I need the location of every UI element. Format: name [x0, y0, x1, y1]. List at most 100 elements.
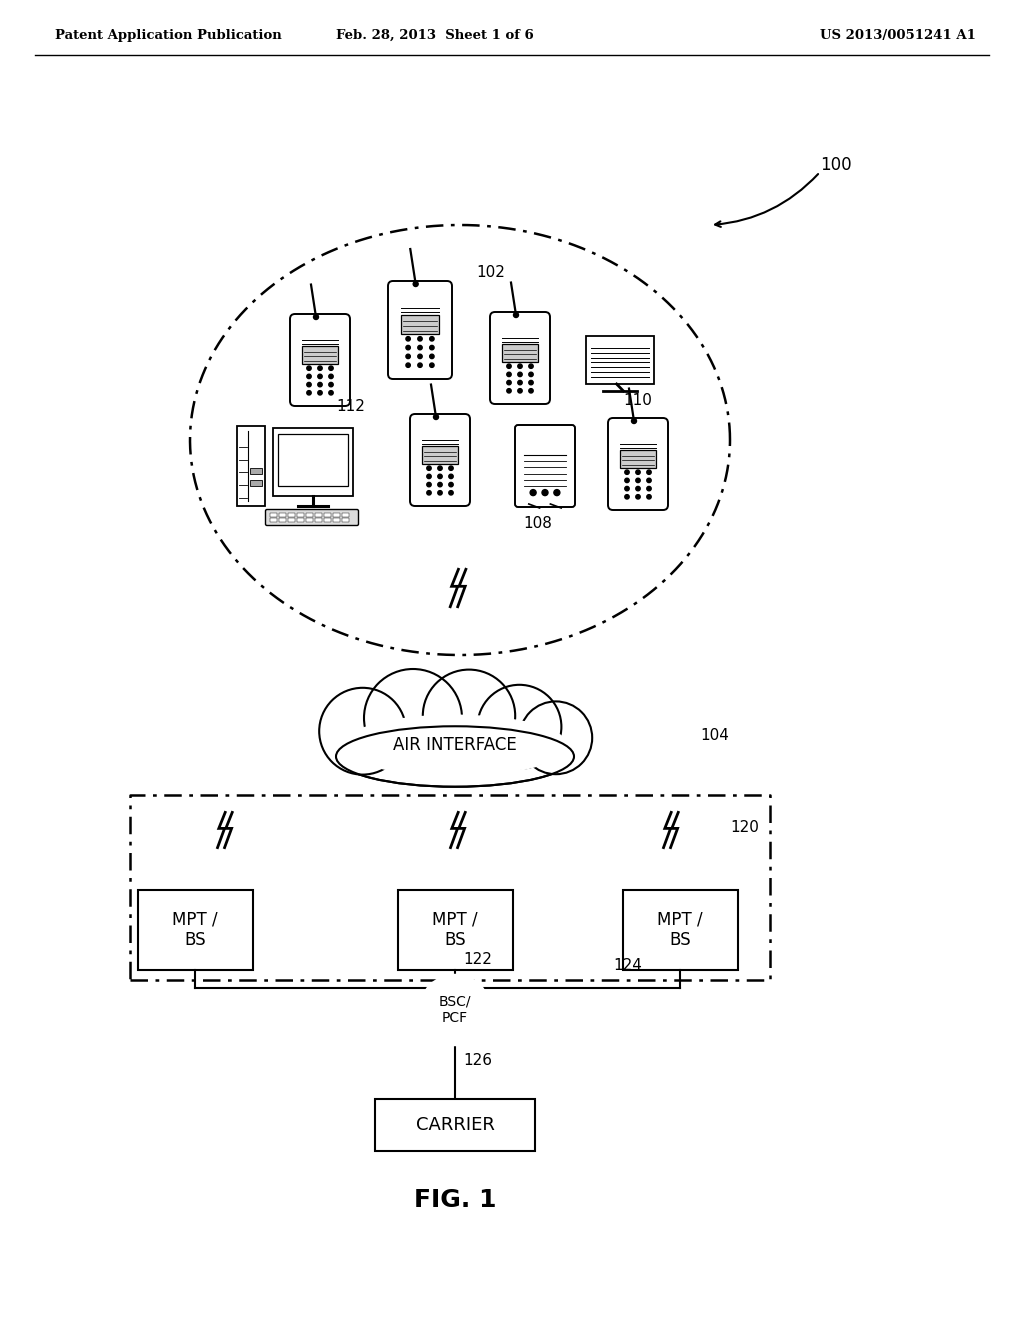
Bar	[279, 517, 286, 521]
Text: US 2013/0051241 A1: US 2013/0051241 A1	[820, 29, 976, 41]
Circle shape	[636, 486, 640, 491]
Bar	[288, 513, 295, 517]
Circle shape	[438, 482, 442, 487]
Circle shape	[430, 337, 434, 341]
Circle shape	[518, 388, 522, 393]
Bar	[315, 513, 322, 517]
Bar	[288, 517, 295, 521]
Circle shape	[647, 486, 651, 491]
Circle shape	[625, 495, 629, 499]
Circle shape	[427, 491, 431, 495]
Circle shape	[438, 466, 442, 470]
FancyBboxPatch shape	[515, 425, 575, 507]
Circle shape	[418, 363, 422, 367]
Text: FIG. 1: FIG. 1	[414, 1188, 497, 1212]
Circle shape	[636, 495, 640, 499]
Text: MPT /
BS: MPT / BS	[172, 911, 218, 949]
Text: 122: 122	[463, 952, 492, 968]
Circle shape	[518, 364, 522, 368]
Bar	[302, 346, 338, 364]
Circle shape	[625, 470, 629, 474]
Bar	[502, 345, 538, 362]
Circle shape	[518, 372, 522, 376]
Circle shape	[420, 975, 490, 1045]
Circle shape	[438, 474, 442, 479]
Circle shape	[507, 364, 511, 368]
FancyBboxPatch shape	[388, 281, 452, 379]
Circle shape	[317, 391, 323, 395]
Circle shape	[418, 346, 422, 350]
Circle shape	[329, 374, 333, 379]
Bar	[620, 450, 656, 469]
Circle shape	[319, 688, 406, 775]
Circle shape	[647, 470, 651, 474]
Text: AIR INTERFACE: AIR INTERFACE	[393, 737, 517, 754]
Text: Feb. 28, 2013  Sheet 1 of 6: Feb. 28, 2013 Sheet 1 of 6	[336, 29, 534, 41]
Circle shape	[530, 490, 537, 495]
Circle shape	[423, 669, 515, 762]
Circle shape	[625, 478, 629, 483]
Bar	[250, 467, 262, 474]
Ellipse shape	[336, 726, 574, 787]
Circle shape	[647, 478, 651, 483]
Text: MPT /
BS: MPT / BS	[657, 911, 702, 949]
Bar	[137, 890, 253, 970]
Circle shape	[513, 313, 518, 318]
Circle shape	[449, 482, 454, 487]
Circle shape	[518, 380, 522, 385]
Circle shape	[427, 482, 431, 487]
Circle shape	[317, 366, 323, 371]
Circle shape	[647, 495, 651, 499]
Circle shape	[413, 281, 418, 286]
FancyBboxPatch shape	[490, 312, 550, 404]
Circle shape	[307, 391, 311, 395]
Circle shape	[418, 337, 422, 341]
Bar	[279, 513, 286, 517]
Text: 104: 104	[700, 727, 729, 742]
Circle shape	[406, 346, 411, 350]
Bar	[342, 517, 349, 521]
Circle shape	[307, 374, 311, 379]
Bar	[306, 513, 313, 517]
Text: 110: 110	[623, 393, 652, 408]
Text: CARRIER: CARRIER	[416, 1115, 495, 1134]
Text: 124: 124	[613, 958, 642, 973]
Bar	[586, 337, 654, 384]
Circle shape	[364, 669, 462, 767]
Bar	[324, 513, 331, 517]
Bar	[375, 1100, 535, 1151]
Bar	[324, 517, 331, 521]
Bar	[306, 517, 313, 521]
Circle shape	[542, 490, 548, 495]
Circle shape	[307, 366, 311, 371]
Circle shape	[307, 383, 311, 387]
Circle shape	[632, 418, 637, 424]
Circle shape	[507, 380, 511, 385]
Circle shape	[554, 490, 560, 495]
Bar	[270, 517, 278, 521]
FancyBboxPatch shape	[608, 418, 668, 510]
Circle shape	[449, 466, 454, 470]
Bar	[623, 890, 737, 970]
Circle shape	[406, 354, 411, 359]
Circle shape	[418, 354, 422, 359]
Circle shape	[528, 372, 534, 376]
Circle shape	[636, 470, 640, 474]
Circle shape	[317, 383, 323, 387]
Circle shape	[313, 314, 318, 319]
Circle shape	[317, 374, 323, 379]
Circle shape	[519, 701, 592, 775]
Circle shape	[507, 372, 511, 376]
Circle shape	[427, 474, 431, 479]
Circle shape	[406, 363, 411, 367]
Bar	[250, 479, 262, 486]
Circle shape	[438, 491, 442, 495]
Circle shape	[406, 337, 411, 341]
Bar	[397, 890, 512, 970]
Bar	[342, 513, 349, 517]
Bar	[270, 513, 278, 517]
Ellipse shape	[343, 715, 567, 776]
Circle shape	[528, 364, 534, 368]
Circle shape	[433, 414, 438, 420]
Bar	[400, 315, 439, 334]
